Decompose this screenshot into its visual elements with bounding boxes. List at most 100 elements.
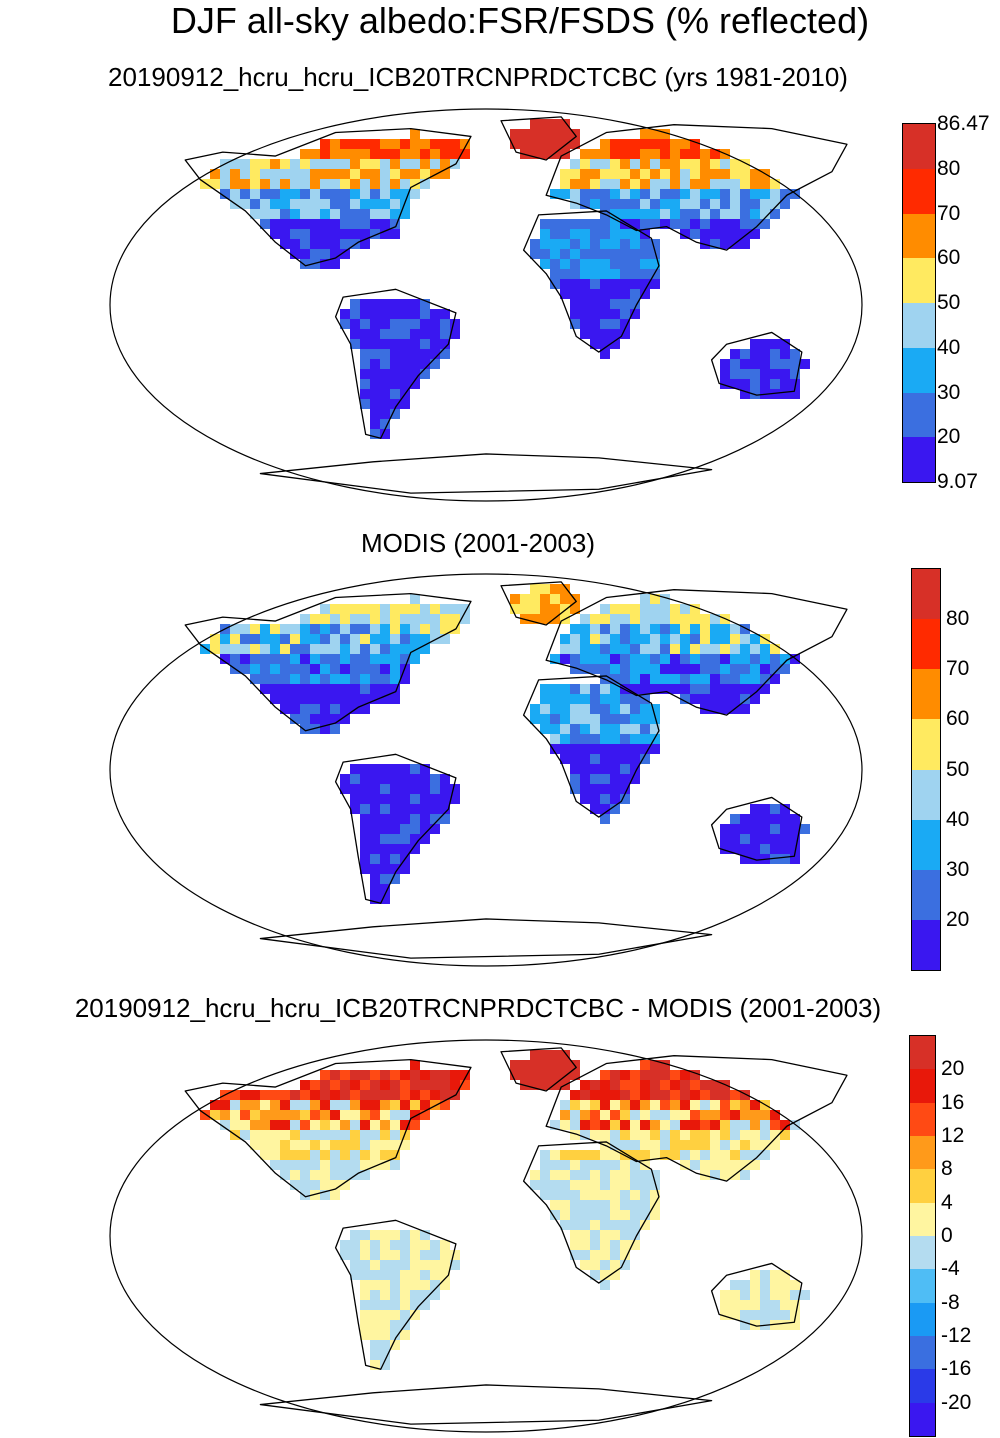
land-cell xyxy=(370,229,380,239)
land-cell xyxy=(560,1150,570,1160)
land-cell xyxy=(660,149,670,159)
land-cell xyxy=(670,604,680,614)
land-cell xyxy=(280,654,290,664)
land-cell xyxy=(740,1110,750,1120)
land-cell xyxy=(640,169,650,179)
land-cell xyxy=(340,219,350,229)
land-cell xyxy=(790,814,800,824)
land-cell xyxy=(740,159,750,169)
land-cell xyxy=(790,854,800,864)
land-cell xyxy=(330,219,340,229)
land-cell xyxy=(660,1070,670,1080)
land-cell xyxy=(800,1290,810,1300)
land-cell xyxy=(740,654,750,664)
land-cell xyxy=(440,614,450,624)
land-cell xyxy=(220,1110,230,1120)
land-cell xyxy=(390,1300,400,1310)
land-cell xyxy=(440,814,450,824)
land-cell xyxy=(650,634,660,644)
land-cell xyxy=(690,149,700,159)
land-cell xyxy=(430,1240,440,1250)
land-cell xyxy=(420,834,430,844)
land-cell xyxy=(340,1100,350,1110)
land-cell xyxy=(580,1200,590,1210)
land-cell xyxy=(600,1150,610,1160)
land-cell xyxy=(690,159,700,169)
land-cell xyxy=(370,1150,380,1160)
land-cell xyxy=(280,219,290,229)
land-cell xyxy=(530,129,540,139)
land-cell xyxy=(620,189,630,199)
land-cell xyxy=(310,199,320,209)
land-cell xyxy=(410,644,420,654)
land-cell xyxy=(570,1150,580,1160)
land-cell xyxy=(570,239,580,249)
land-cell xyxy=(360,814,370,824)
land-cell xyxy=(630,764,640,774)
land-cell xyxy=(340,614,350,624)
land-cell xyxy=(410,319,420,329)
land-cell xyxy=(590,1160,600,1170)
land-cell xyxy=(260,219,270,229)
land-cell xyxy=(510,139,520,149)
land-cell xyxy=(680,1090,690,1100)
land-cell xyxy=(600,1240,610,1250)
land-cell xyxy=(420,349,430,359)
land-cell xyxy=(720,834,730,844)
land-cell xyxy=(310,1180,320,1190)
land-cell xyxy=(640,1120,650,1130)
land-cell xyxy=(320,209,330,219)
land-cell xyxy=(420,644,430,654)
land-cell xyxy=(730,209,740,219)
land-cell xyxy=(420,1270,430,1280)
land-cell xyxy=(380,854,390,864)
land-cell xyxy=(560,119,570,129)
land-cell xyxy=(670,1110,680,1120)
land-cell xyxy=(680,604,690,614)
colorbar-tick-label: 80 xyxy=(946,607,970,631)
land-cell xyxy=(620,1240,630,1250)
land-cell xyxy=(540,1150,550,1160)
land-cell xyxy=(650,724,660,734)
land-cell xyxy=(310,169,320,179)
land-cell xyxy=(360,199,370,209)
land-cell xyxy=(230,169,240,179)
land-cell xyxy=(760,824,770,834)
land-cell xyxy=(550,594,560,604)
land-cell xyxy=(730,169,740,179)
land-cell xyxy=(780,1290,790,1300)
land-cell xyxy=(570,734,580,744)
land-cell xyxy=(390,309,400,319)
land-cell xyxy=(730,1090,740,1100)
land-cell xyxy=(400,844,410,854)
land-cell xyxy=(670,614,680,624)
land-cell xyxy=(250,644,260,654)
land-cell xyxy=(730,1160,740,1170)
land-cell xyxy=(570,1100,580,1110)
land-cell xyxy=(750,1140,760,1150)
land-cell xyxy=(260,1120,270,1130)
land-cell xyxy=(690,1120,700,1130)
land-cell xyxy=(630,694,640,704)
land-cell xyxy=(410,1110,420,1120)
land-cell xyxy=(330,139,340,149)
colorbar-segment xyxy=(903,392,935,438)
land-cell xyxy=(600,714,610,724)
land-cell xyxy=(720,169,730,179)
land-cell xyxy=(730,674,740,684)
land-cell xyxy=(770,389,780,399)
land-cell xyxy=(720,199,730,209)
land-cell xyxy=(660,1150,670,1160)
land-cell xyxy=(290,1110,300,1120)
land-cell xyxy=(390,169,400,179)
land-cell xyxy=(450,319,460,329)
land-cell xyxy=(380,169,390,179)
land-cell xyxy=(410,169,420,179)
land-cell xyxy=(570,764,580,774)
land-cell xyxy=(640,1140,650,1150)
land-cell xyxy=(310,674,320,684)
land-cell xyxy=(370,399,380,409)
land-cell xyxy=(330,1120,340,1130)
land-cell xyxy=(710,1130,720,1140)
land-cell xyxy=(710,209,720,219)
